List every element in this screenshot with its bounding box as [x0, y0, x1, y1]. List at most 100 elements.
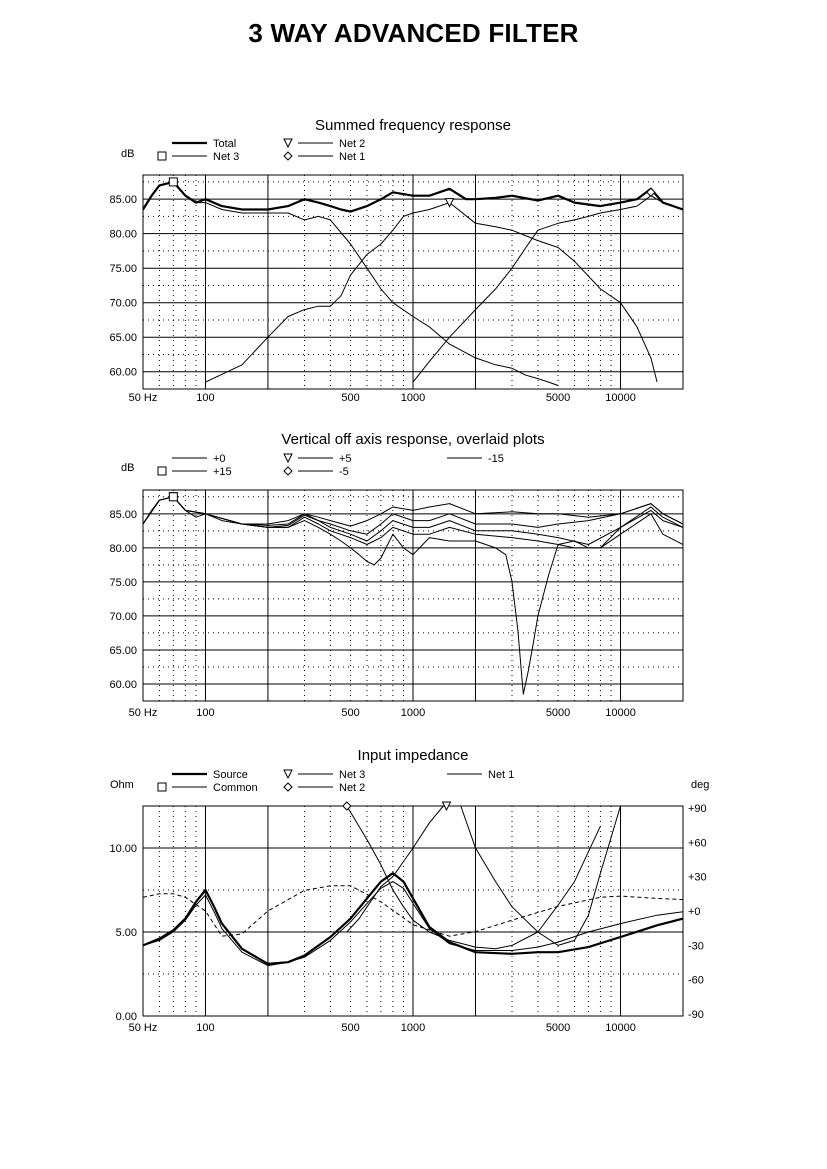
legend-item: Common — [157, 782, 258, 794]
y-tick-label: 85.00 — [109, 194, 137, 206]
legend-marker — [157, 466, 167, 476]
series-line-net-1 — [412, 195, 683, 383]
legend-label: Net 2 — [339, 138, 365, 150]
y-tick-label: 65.00 — [109, 645, 137, 657]
right-y-tick-label: -60 — [688, 975, 704, 987]
chart-title: Vertical off axis response, overlaid plo… — [281, 431, 544, 448]
series-line-common — [143, 881, 683, 967]
chart-3: Input impedance Ohm deg Source Net 3 Net 1 Com… — [109, 747, 709, 1034]
legend-label: -15 — [488, 453, 504, 465]
legend-marker — [283, 769, 293, 780]
x-tick-label: 5000 — [546, 707, 570, 719]
unit-label: dB — [121, 148, 134, 160]
y-tick-label: 70.00 — [109, 611, 137, 623]
x-tick-label: 1000 — [401, 707, 425, 719]
legend-label: Total — [213, 138, 236, 150]
legend-label: Source — [213, 769, 248, 781]
x-tick-label: 500 — [341, 707, 359, 719]
y-tick-label: 80.00 — [109, 543, 137, 555]
x-tick-label: 10000 — [605, 1022, 636, 1034]
legend-item: Total — [172, 138, 236, 150]
right-unit-label: deg — [691, 779, 709, 791]
legend-item: -5 — [283, 466, 349, 478]
x-tick-label: 50 Hz — [129, 392, 158, 404]
series-line-net-2 — [346, 805, 444, 933]
x-tick-label: 5000 — [546, 392, 570, 404]
right-y-tick-label: +60 — [688, 837, 707, 849]
legend-label: +0 — [213, 453, 226, 465]
legend-label: Net 3 — [213, 151, 239, 163]
series-marker — [342, 801, 352, 811]
series-group — [143, 496, 683, 695]
legend-item: Net 1 — [283, 151, 365, 163]
legend-marker — [283, 466, 293, 476]
legend-item: Net 3 — [283, 769, 365, 781]
legend-item: Net 2 — [283, 782, 365, 794]
y-tick-label: 70.00 — [109, 298, 137, 310]
x-tick-label: 50 Hz — [129, 1022, 158, 1034]
x-tick-label: 500 — [341, 1022, 359, 1034]
right-y-tick-label: -30 — [688, 940, 704, 952]
series-line-net-2 — [205, 202, 658, 383]
legend-item: Net 1 — [447, 769, 514, 781]
series-group — [143, 805, 683, 967]
y-tick-label: 0.00 — [116, 1011, 137, 1023]
right-y-tick-label: -90 — [688, 1009, 704, 1021]
series-marker — [646, 187, 656, 197]
y-tick-label: 60.00 — [109, 367, 137, 379]
series-line-net-3 — [143, 181, 559, 386]
legend-item: Net 3 — [157, 151, 239, 163]
page-title: 3 WAY ADVANCED FILTER — [248, 18, 579, 48]
legend-label: +15 — [213, 466, 232, 478]
x-tick-label: 100 — [196, 392, 214, 404]
y-tick-label: 60.00 — [109, 679, 137, 691]
legend-marker — [283, 151, 293, 161]
legend-item: +15 — [157, 466, 232, 478]
right-y-tick-label: +90 — [688, 803, 707, 815]
legend-item: Net 2 — [283, 138, 365, 150]
series-marker — [168, 492, 178, 502]
legend-marker — [283, 782, 293, 792]
legend-item: +5 — [283, 453, 352, 465]
series-line-source — [143, 872, 683, 966]
x-tick-label: 1000 — [401, 392, 425, 404]
series-marker — [444, 198, 455, 208]
y-tick-label: 65.00 — [109, 332, 137, 344]
x-tick-label: 10000 — [605, 707, 636, 719]
legend-label: Net 1 — [339, 151, 365, 163]
x-tick-label: 100 — [196, 1022, 214, 1034]
legend-label: +5 — [339, 453, 352, 465]
legend-item: -15 — [447, 453, 504, 465]
chart-title: Summed frequency response — [315, 117, 511, 134]
series-line-common-phase — [143, 885, 683, 937]
y-tick-label: 80.00 — [109, 229, 137, 241]
x-tick-label: 10000 — [605, 392, 636, 404]
series-line-total — [143, 180, 683, 213]
legend-marker — [283, 138, 293, 149]
x-tick-label: 5000 — [546, 1022, 570, 1034]
series-line-net-3 — [346, 805, 601, 950]
series-group — [143, 180, 683, 386]
plot-grid — [142, 174, 684, 390]
unit-label: Ohm — [110, 779, 134, 791]
legend-label: Common — [213, 782, 258, 794]
y-tick-label: 75.00 — [109, 577, 137, 589]
y-tick-label: 85.00 — [109, 509, 137, 521]
series-line-net-1 — [460, 805, 621, 946]
legend-label: Net 3 — [339, 769, 365, 781]
plot-grid — [142, 805, 684, 1017]
legend-label: -5 — [339, 466, 349, 478]
legend-label: Net 1 — [488, 769, 514, 781]
chart-2: Vertical off axis response, overlaid plo… — [109, 431, 684, 719]
series-line--15 — [143, 496, 683, 695]
legend-item: +0 — [172, 453, 226, 465]
unit-label: dB — [121, 462, 134, 474]
right-y-tick-label: +30 — [688, 872, 707, 884]
series-line--0 — [143, 496, 683, 527]
x-tick-label: 500 — [341, 392, 359, 404]
legend-item: Source — [172, 769, 248, 781]
legend-marker — [283, 453, 293, 464]
